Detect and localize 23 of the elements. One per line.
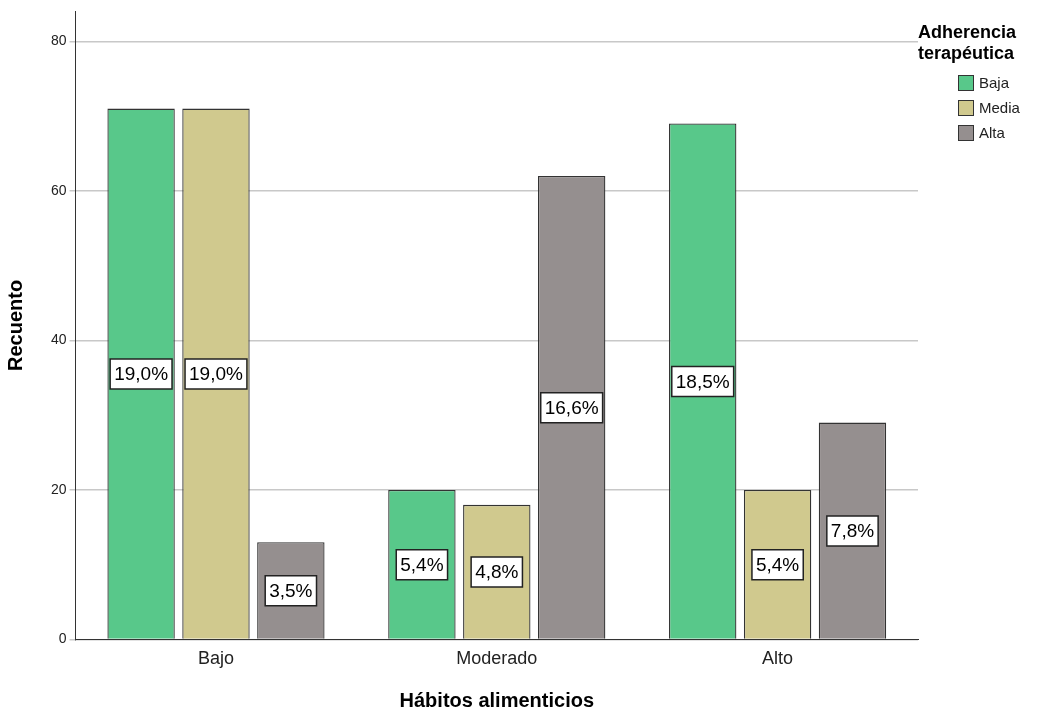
annotation: 18,5% bbox=[675, 370, 730, 392]
legend-label: Media bbox=[979, 99, 1020, 116]
y-axis-title: Recuento bbox=[3, 279, 26, 371]
y-tick-label: 40 bbox=[50, 331, 67, 348]
x-tick-label: Bajo bbox=[197, 648, 234, 669]
x-tick-label: Moderado bbox=[456, 648, 538, 669]
legend-label: Baja bbox=[979, 74, 1010, 91]
annotation: 3,5% bbox=[269, 580, 313, 602]
annotation: 5,4% bbox=[755, 553, 800, 575]
y-tick-label: 0 bbox=[58, 630, 67, 647]
annotation: 5,4% bbox=[400, 553, 444, 575]
y-tick-label: 60 bbox=[50, 181, 67, 198]
legend-label: Alta bbox=[979, 124, 1005, 141]
x-tick-label: Alto bbox=[762, 648, 794, 669]
annotation: 19,0% bbox=[189, 363, 244, 385]
annotation: 7,8% bbox=[830, 520, 875, 542]
annotation: 16,6% bbox=[544, 396, 599, 418]
annotation: 4,8% bbox=[475, 561, 519, 583]
y-tick-label: 20 bbox=[50, 480, 67, 497]
y-tick-label: 80 bbox=[50, 32, 67, 49]
annotation: 19,0% bbox=[114, 363, 169, 385]
legend-title: Adherencia terapéutica bbox=[918, 22, 1018, 64]
x-axis-title: Hábitos alimenticios bbox=[399, 688, 595, 711]
